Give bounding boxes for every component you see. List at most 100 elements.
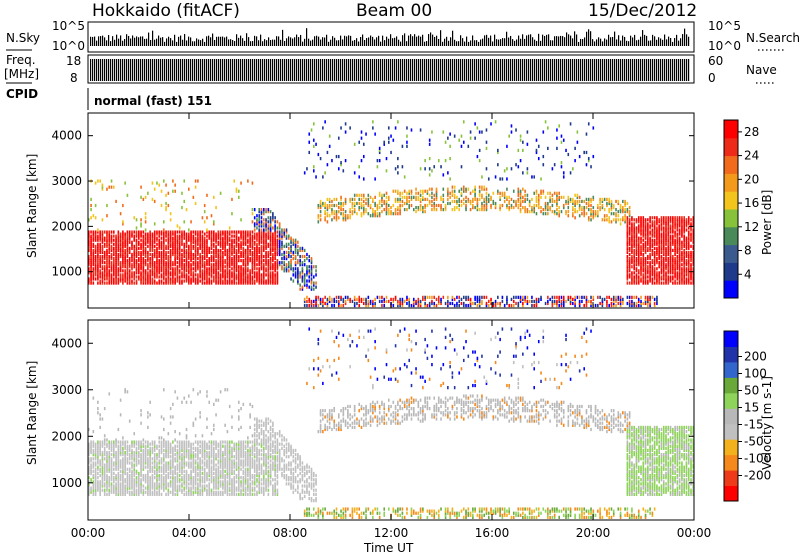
rti-cell [387, 212, 390, 216]
rti-cell [669, 238, 672, 242]
rti-cell [647, 240, 649, 244]
rti-cell [660, 236, 663, 240]
rti-cell [599, 295, 601, 299]
nsky-bar [146, 38, 148, 46]
freq-bar [532, 59, 534, 81]
rti-cell [317, 203, 320, 208]
rti-cell [178, 226, 181, 230]
rti-cell [199, 254, 201, 259]
rti-cell [624, 201, 626, 206]
rti-cell [310, 269, 313, 273]
rti-cell [572, 297, 574, 301]
nsky-bar [418, 35, 420, 46]
rti-cell [424, 210, 426, 214]
nsky-bar [362, 34, 364, 46]
rti-cell [97, 256, 99, 261]
rti-cell [197, 248, 199, 253]
rti-cell [228, 273, 231, 277]
rti-cell [631, 248, 633, 253]
rti-cell [312, 281, 315, 285]
rti-cell [626, 220, 629, 224]
rti-cell [556, 197, 558, 202]
rti-cell [262, 240, 265, 244]
rti-cell [551, 295, 554, 299]
rti-cell [203, 246, 206, 250]
rti-cell [447, 171, 449, 175]
rti-cell [90, 273, 92, 277]
rti-cell [640, 252, 642, 257]
rti-cell [660, 226, 663, 230]
cpid-label: CPID [6, 87, 38, 101]
rti-cell [683, 269, 685, 273]
rti-cell [262, 212, 265, 216]
rti-cell [685, 267, 688, 271]
rti-cell [658, 254, 660, 259]
nsky-bar [670, 38, 672, 46]
rti-cell [128, 234, 131, 238]
rti-cell [137, 259, 140, 263]
freq-bar [524, 59, 526, 81]
rti-cell [201, 281, 204, 285]
freq-bar [678, 59, 680, 81]
rti-cell [133, 277, 136, 281]
rti-cell [235, 189, 238, 193]
rti-cell [269, 232, 272, 236]
rti-cell [674, 224, 676, 228]
rti-cell [278, 224, 281, 228]
rti-cell [424, 167, 426, 171]
rti-cell [181, 191, 183, 195]
rti-cell [622, 210, 624, 214]
rti-cell [608, 303, 611, 308]
rti-cell [681, 222, 683, 226]
rti-cell [310, 271, 313, 275]
rti-cell [678, 224, 681, 228]
rti-cell [660, 246, 663, 250]
rti-cell [251, 256, 254, 261]
rti-cell [90, 254, 92, 259]
rti-cell [135, 275, 138, 279]
rti-cell [203, 256, 206, 261]
rti-cell [249, 273, 251, 277]
rti-cell [194, 246, 197, 250]
rti-cell [378, 205, 381, 210]
rti-cell [222, 273, 224, 277]
rti-cell [244, 271, 247, 275]
freq-bar [332, 59, 334, 81]
freq-bar [338, 59, 340, 81]
rti-cell [678, 244, 681, 248]
rti-cell [344, 210, 347, 214]
rti-cell [633, 240, 635, 244]
rti-cell [153, 222, 156, 226]
rti-cell [597, 295, 599, 299]
rti-cell [256, 246, 258, 250]
rti-cell [169, 273, 172, 277]
rti-cell [547, 295, 549, 299]
rti-cell [465, 195, 467, 199]
rti-cell [556, 193, 558, 197]
rti-cell [217, 259, 220, 263]
rti-cell [376, 205, 379, 210]
rti-cell [235, 252, 238, 257]
rti-cell [590, 197, 592, 202]
rti-cell [187, 256, 190, 261]
rti-cell [626, 201, 629, 206]
freq-bar [576, 59, 578, 81]
rti-cell [417, 197, 420, 202]
rti-cell [590, 203, 592, 208]
rti-cell [562, 303, 565, 308]
rti-cell [119, 252, 122, 257]
rti-cell [190, 230, 192, 234]
rti-cell [192, 195, 195, 199]
nsky-bars [90, 28, 690, 46]
rti-cell [626, 248, 629, 253]
rti-cell [535, 150, 538, 155]
rti-cell [124, 263, 126, 267]
nsky-bar [224, 37, 226, 46]
rti-cell [469, 301, 472, 306]
rti-cell [642, 228, 645, 232]
nsky-bar [282, 29, 284, 46]
rti-cell [628, 273, 631, 277]
rti-cell [681, 224, 683, 228]
rti-cell [176, 271, 179, 275]
rti-cell [581, 295, 583, 299]
